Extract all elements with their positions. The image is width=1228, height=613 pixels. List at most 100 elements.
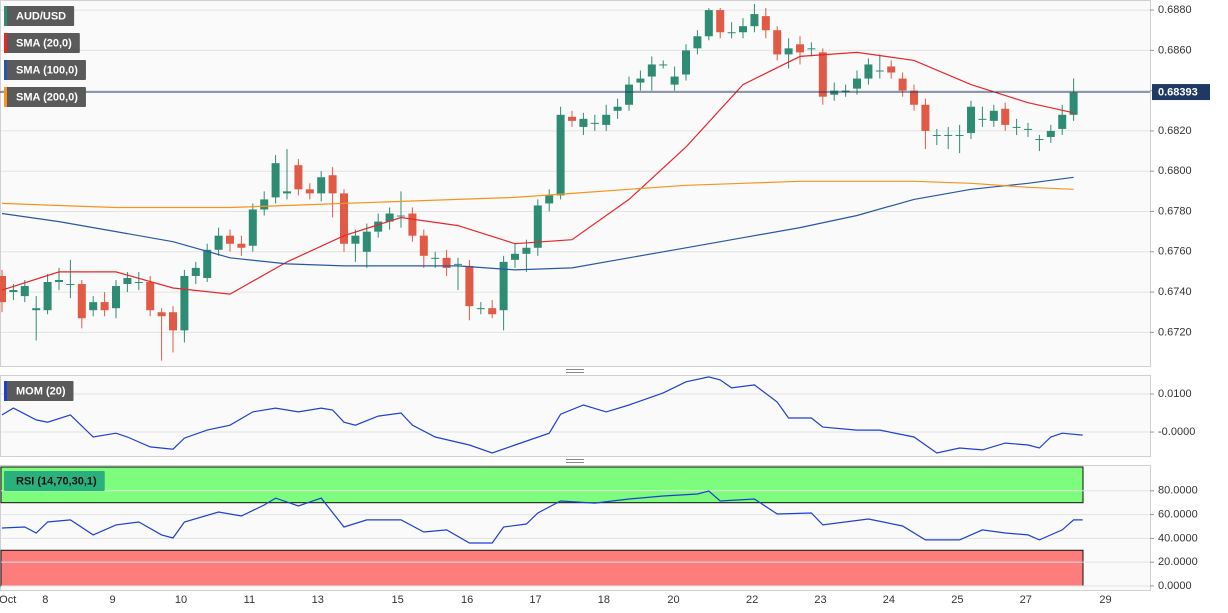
x-tick-label: 25 [951, 594, 963, 606]
candle-body [305, 189, 314, 194]
candle-body [157, 312, 166, 317]
candle-body [499, 261, 508, 311]
candle-body [1012, 126, 1021, 128]
candle-body [1058, 114, 1067, 129]
x-tick-label: Oct [0, 594, 16, 606]
y-tick-label: 0.6800 [1158, 165, 1192, 177]
candle-body [910, 90, 919, 105]
candle-body [260, 199, 269, 210]
y-tick-label: 0.0100 [1158, 388, 1192, 400]
legend-swatch [4, 60, 7, 80]
candle-body [1046, 130, 1055, 137]
candle-body [465, 265, 474, 307]
candle-body [146, 282, 155, 311]
candle-body [203, 249, 212, 278]
last-price-box [1152, 84, 1210, 101]
candle-body [43, 282, 52, 311]
candle-body [454, 263, 463, 265]
series-line [1, 180, 1074, 209]
series-line [1, 176, 1074, 271]
candle-body [488, 308, 497, 315]
x-tick-label: 23 [814, 594, 826, 606]
y-tick-label: 0.0000 [1158, 580, 1192, 592]
candle-body [853, 78, 862, 89]
x-tick-label: 20 [667, 594, 679, 606]
candle-body [294, 165, 303, 190]
candle-body [328, 175, 337, 194]
candle-body [807, 48, 816, 50]
candle-body [351, 235, 360, 244]
legend-box [4, 87, 86, 107]
x-tick-label: 15 [391, 594, 403, 606]
candle-body [20, 286, 29, 297]
legend-swatch [4, 6, 7, 26]
y-tick-label: 0.6780 [1158, 205, 1192, 217]
candle-body [1035, 138, 1044, 140]
y-tick-label: 40.0000 [1158, 532, 1198, 544]
x-tick-label: 16 [461, 594, 473, 606]
candle-body [989, 110, 998, 121]
oversold-band [0, 549, 1084, 587]
candle-body [704, 10, 713, 37]
y-tick-label: 0.6820 [1158, 125, 1192, 137]
legend-label: RSI (14,70,30,1) [16, 475, 97, 487]
candle-body [1024, 128, 1033, 130]
candle-body [830, 90, 839, 95]
candle-body [66, 284, 75, 286]
candle-body [682, 50, 691, 75]
series-line [1, 376, 1083, 454]
x-tick-label: 24 [883, 594, 895, 606]
candle-body [750, 14, 759, 27]
candle-body [214, 235, 223, 250]
panel-grip[interactable] [566, 459, 584, 463]
candle-body [134, 282, 143, 284]
candle-body [841, 90, 850, 92]
candle-body [875, 70, 884, 72]
candle-body [944, 134, 953, 136]
legend-label: SMA (20,0) [16, 37, 72, 49]
candle-body [761, 16, 770, 31]
candle-body [419, 235, 428, 256]
panel-grip[interactable] [566, 369, 584, 373]
candle-body [522, 247, 531, 254]
legend-label: SMA (100,0) [16, 64, 78, 76]
candle-body [659, 64, 668, 66]
candle-body [0, 275, 6, 303]
candle-body [123, 277, 132, 285]
candle-body [784, 48, 793, 55]
candle-body [442, 257, 451, 268]
candle-body [727, 32, 736, 34]
candle-body [191, 267, 200, 276]
candle-body [978, 118, 987, 120]
legend-swatch [4, 381, 7, 401]
candle-body [625, 84, 634, 105]
x-tick-label: 11 [244, 594, 255, 606]
y-tick-label: 0.6760 [1158, 246, 1192, 258]
candle-body [693, 36, 702, 49]
x-tick-label: 22 [746, 594, 758, 606]
legend-box [4, 471, 105, 491]
candle-body [283, 191, 292, 194]
legend-label: AUD/USD [16, 10, 66, 22]
candle-body [533, 205, 542, 248]
candle-body [1001, 108, 1010, 125]
candle-body [340, 193, 349, 244]
candle-body [545, 195, 554, 204]
y-tick-label: 20.0000 [1158, 556, 1198, 568]
candle-body [408, 213, 417, 236]
candle-body [864, 64, 873, 79]
candle-body [9, 290, 18, 293]
candle-body [613, 106, 622, 111]
legend-swatch [4, 87, 7, 107]
candle-body [796, 44, 805, 53]
candle-body [636, 78, 645, 83]
legend-box [4, 6, 75, 26]
candle-body [32, 308, 41, 311]
candle-body [602, 114, 611, 125]
candle-body [100, 302, 109, 311]
series-line [1, 51, 1074, 295]
candle-body [955, 134, 964, 136]
overbought-band [0, 466, 1084, 504]
candle-body [397, 215, 406, 217]
